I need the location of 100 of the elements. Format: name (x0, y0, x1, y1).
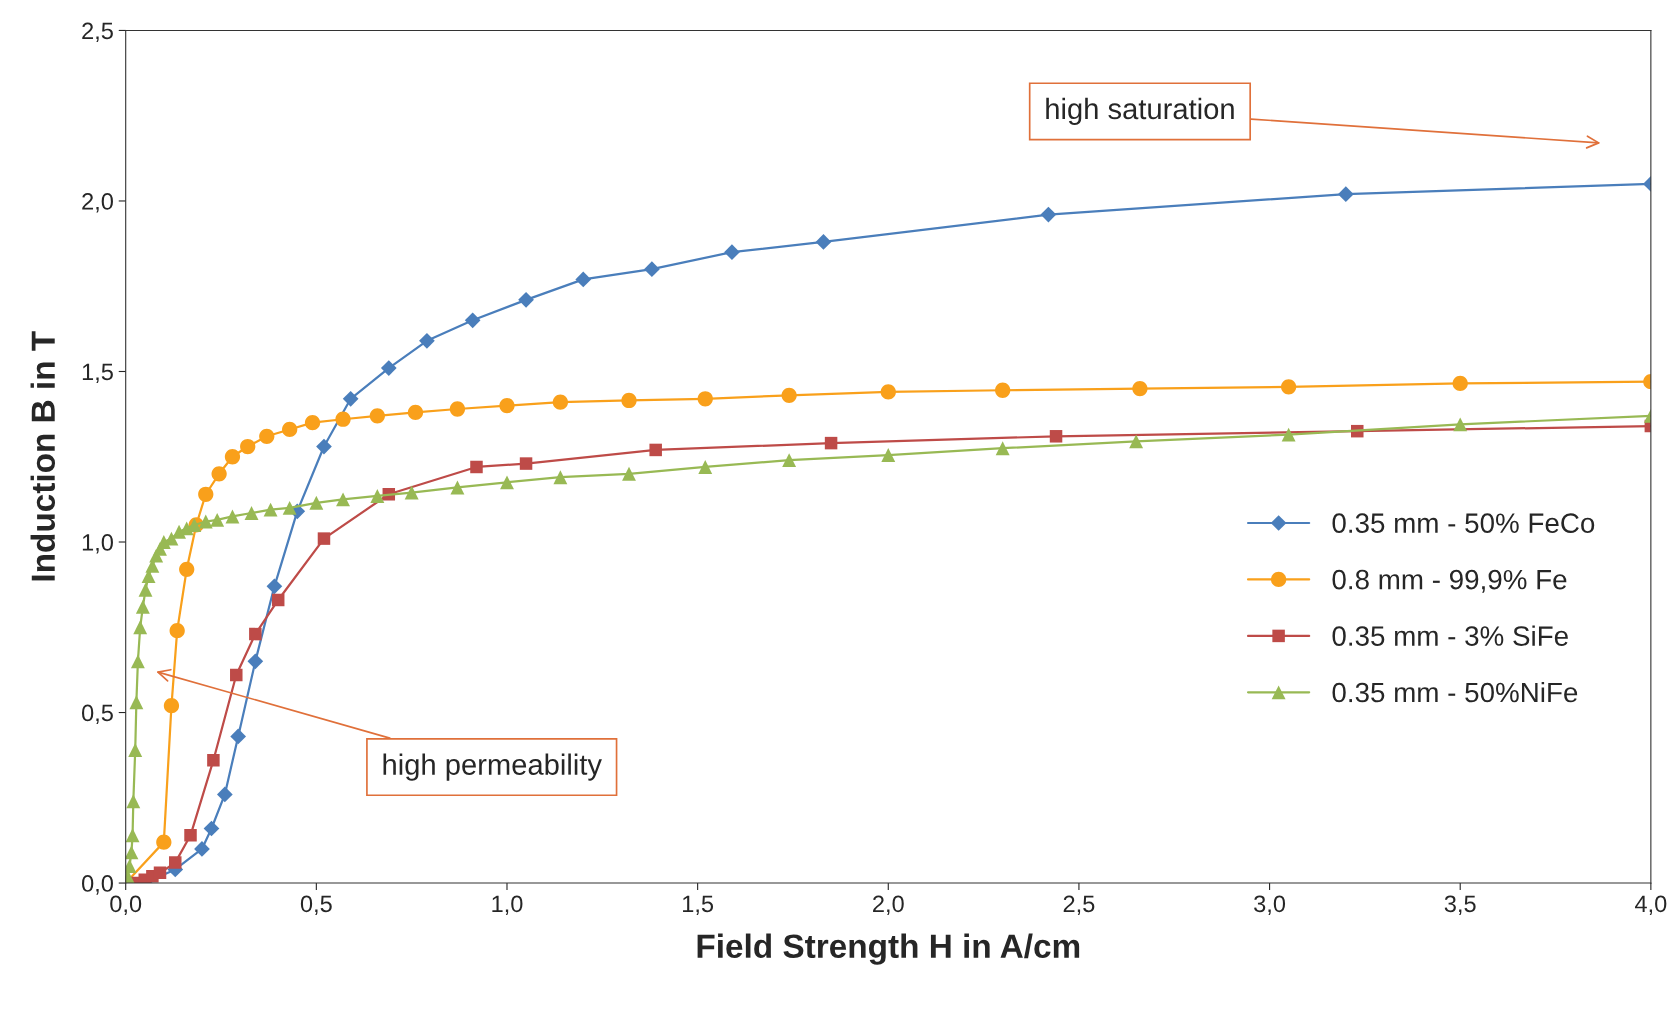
point (370, 489, 385, 503)
point (824, 436, 838, 450)
legend-label: 0.35 mm - 50%NiFe (1332, 681, 1578, 703)
point (622, 466, 636, 481)
point (335, 411, 351, 427)
point (133, 620, 148, 635)
x-tick-label: 2,0 (873, 895, 904, 915)
point (203, 820, 220, 837)
point (263, 502, 278, 517)
point (128, 743, 143, 757)
point (644, 261, 660, 278)
point (336, 492, 350, 507)
x-tick-label: 3,0 (1254, 895, 1286, 915)
point (207, 754, 220, 767)
annotation: high permeability (383, 753, 602, 781)
x-tick-label: 1,5 (683, 895, 714, 915)
point (649, 443, 662, 457)
point (1281, 379, 1297, 395)
x-tick-label: 0,5 (300, 895, 332, 915)
point (317, 532, 331, 545)
point (500, 475, 514, 490)
point (247, 653, 264, 670)
point (782, 453, 797, 468)
point (1337, 186, 1354, 203)
annotation: high saturation (1046, 97, 1234, 126)
point (169, 623, 185, 639)
point (1132, 380, 1148, 397)
point (240, 438, 256, 455)
point (1281, 427, 1296, 442)
point (129, 695, 144, 710)
x-tick-label: 3,5 (1444, 895, 1476, 915)
point (1049, 430, 1063, 443)
point (216, 786, 233, 803)
point (380, 360, 397, 376)
point (575, 271, 592, 288)
y-axis-title: Induction B in T (30, 331, 56, 581)
point (880, 384, 896, 400)
point (621, 392, 637, 409)
point (130, 654, 145, 669)
point (464, 312, 481, 329)
point (552, 394, 569, 410)
point (407, 404, 424, 421)
point (224, 449, 241, 465)
point (369, 408, 385, 424)
y-tick-label: 2,5 (82, 22, 113, 43)
point (125, 828, 140, 843)
point (342, 390, 359, 407)
point (163, 698, 180, 714)
point (470, 460, 483, 474)
point (266, 578, 283, 595)
y-tick-label: 0,5 (82, 704, 113, 725)
point (198, 486, 214, 502)
point (316, 438, 332, 455)
legend-label: 0.8 mm - 99,9% Fe (1332, 569, 1567, 593)
point (179, 561, 195, 577)
point (995, 382, 1011, 398)
point (781, 387, 797, 403)
legend-label: 0.35 mm - 50% FeCo (1332, 513, 1595, 533)
point (153, 866, 167, 880)
point (1040, 206, 1057, 223)
point (304, 415, 321, 431)
point (211, 466, 227, 482)
point (419, 332, 435, 349)
x-tick-label: 4,0 (1634, 895, 1667, 915)
point (519, 457, 533, 470)
point (1452, 375, 1468, 392)
point (1129, 434, 1144, 449)
point (271, 593, 285, 607)
point (126, 794, 141, 809)
point (881, 448, 896, 462)
point (450, 480, 465, 495)
point (724, 244, 740, 260)
x-tick-label: 1,0 (492, 895, 523, 915)
point (282, 500, 297, 515)
point (499, 397, 515, 414)
point (518, 292, 534, 308)
y-tick-label: 1,5 (82, 363, 113, 384)
point (259, 428, 275, 444)
point (210, 512, 225, 527)
point (309, 495, 324, 510)
point (282, 421, 298, 438)
point (995, 441, 1010, 456)
point (172, 524, 187, 539)
y-tick-label: 1,0 (82, 534, 113, 554)
legend-label: 0.35 mm - 3% SiFe (1332, 625, 1568, 646)
x-tick-label: 2,5 (1063, 895, 1095, 915)
point (125, 845, 139, 860)
point (1453, 417, 1468, 432)
x-axis-title: Field Strength H in A/cm (697, 933, 1080, 965)
point (698, 460, 713, 474)
point (230, 668, 243, 682)
point (230, 728, 247, 745)
point (169, 856, 182, 869)
point (404, 485, 419, 500)
point (249, 627, 262, 641)
point (697, 391, 713, 407)
point (138, 582, 153, 597)
point (135, 599, 150, 614)
point (553, 470, 568, 485)
point (244, 506, 259, 520)
